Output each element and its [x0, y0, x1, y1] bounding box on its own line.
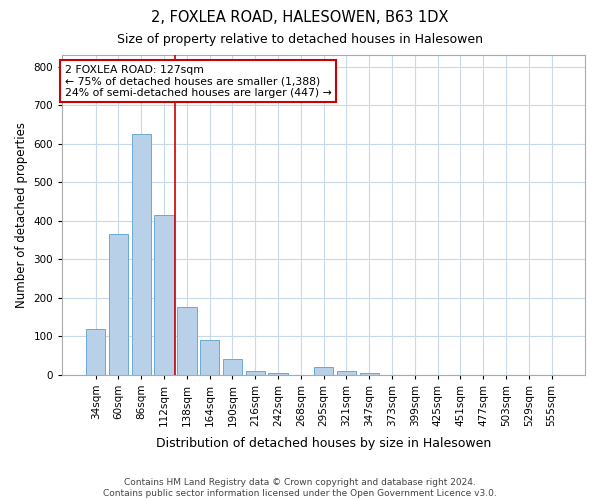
Bar — [359, 373, 379, 374]
Text: 2, FOXLEA ROAD, HALESOWEN, B63 1DX: 2, FOXLEA ROAD, HALESOWEN, B63 1DX — [151, 10, 449, 25]
Y-axis label: Number of detached properties: Number of detached properties — [15, 122, 28, 308]
Bar — [200, 340, 220, 374]
X-axis label: Distribution of detached houses by size in Halesowen: Distribution of detached houses by size … — [156, 437, 491, 450]
Text: Size of property relative to detached houses in Halesowen: Size of property relative to detached ho… — [117, 32, 483, 46]
Bar — [268, 373, 288, 374]
Text: Contains HM Land Registry data © Crown copyright and database right 2024.
Contai: Contains HM Land Registry data © Crown c… — [103, 478, 497, 498]
Bar — [109, 234, 128, 374]
Bar — [177, 308, 197, 374]
Bar — [131, 134, 151, 374]
Bar — [223, 360, 242, 374]
Bar — [245, 371, 265, 374]
Bar — [314, 367, 333, 374]
Bar — [86, 328, 106, 374]
Bar — [337, 371, 356, 374]
Bar — [154, 215, 174, 374]
Text: 2 FOXLEA ROAD: 127sqm
← 75% of detached houses are smaller (1,388)
24% of semi-d: 2 FOXLEA ROAD: 127sqm ← 75% of detached … — [65, 64, 332, 98]
